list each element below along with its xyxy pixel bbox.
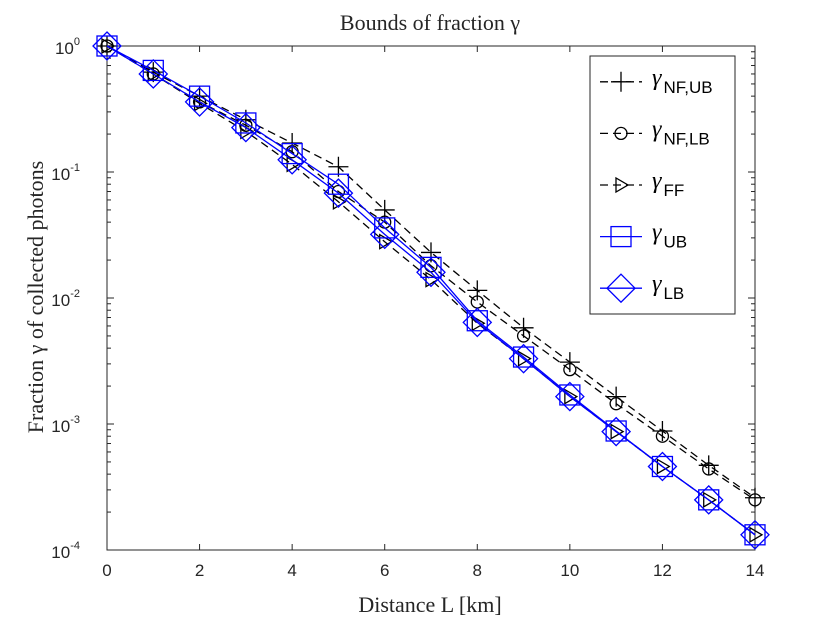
data-point: [605, 420, 627, 442]
legend-item: γ UB: [600, 220, 687, 252]
data-point: [744, 524, 766, 546]
data-point: [193, 95, 208, 112]
data-point: [656, 458, 671, 475]
x-tick-label: 6: [380, 561, 389, 580]
plot-area: 0 2 4 6 8 10 12 14 100 10-1 10-2 10-3 10-4: [51, 31, 770, 580]
data-point: [698, 455, 719, 476]
data-point: [564, 388, 579, 405]
data-point: [513, 317, 534, 338]
legend-label: γ UB: [652, 220, 687, 252]
x-tick-label: 10: [560, 561, 579, 580]
data-point: [184, 86, 215, 117]
data-point: [693, 484, 724, 515]
data-point: [512, 346, 535, 368]
x-tick-label: 0: [102, 561, 111, 580]
legend-marker: [606, 273, 636, 304]
data-point: [601, 416, 632, 447]
y-tick-label: 100: [55, 36, 80, 58]
y-axis-label: Fraction γ of collected photons: [23, 161, 48, 433]
x-axis-label: Distance L [km]: [358, 592, 501, 617]
legend: γ NF,UB γ NF,LB γ FF γ UB γ LB: [589, 55, 736, 315]
data-point: [559, 384, 581, 406]
series-line: [106, 45, 756, 501]
data-point: [749, 526, 764, 543]
data-point: [740, 519, 770, 550]
legend-label: γ LB: [652, 271, 684, 303]
data-point: [277, 144, 308, 175]
legend-item: γ LB: [600, 271, 684, 303]
data-point: [609, 397, 623, 411]
y-tick-label: 10-3: [51, 414, 80, 436]
x-tick-label: 4: [287, 561, 296, 580]
y-tick-label: 10-1: [51, 162, 80, 184]
series-line: [106, 45, 756, 499]
data-point: [559, 352, 580, 373]
series-lb: [92, 31, 770, 550]
data-point: [416, 257, 446, 288]
y-tick-label: 10-2: [51, 288, 80, 310]
data-point: [703, 491, 718, 508]
legend-label: γ NF,LB: [652, 116, 710, 148]
legend-marker: [615, 176, 630, 194]
data-point: [101, 37, 116, 55]
data-point: [143, 62, 164, 83]
chart-title: Bounds of fraction γ: [340, 10, 520, 35]
data-point: [702, 462, 716, 476]
y-tick-label: 10-4: [51, 540, 80, 562]
data-point: [517, 350, 532, 367]
data-point: [652, 420, 673, 441]
data-point: [745, 487, 765, 508]
data-point: [323, 178, 354, 209]
data-point: [328, 156, 349, 177]
data-point: [554, 381, 585, 412]
data-point: [374, 217, 396, 239]
data-point: [655, 429, 670, 443]
data-point: [92, 31, 122, 61]
legend-item: γ NF,UB: [600, 65, 713, 97]
x-tick-label: 2: [195, 561, 204, 580]
x-tick-label: 12: [653, 561, 672, 580]
x-tick-label: 8: [473, 561, 482, 580]
legend-label: γ NF,UB: [652, 65, 713, 97]
data-point: [462, 307, 493, 338]
legend-item: γ FF: [600, 168, 684, 200]
x-tick-label: 14: [746, 561, 765, 580]
data-point: [466, 310, 488, 332]
data-point: [698, 489, 720, 511]
legend-label: γ FF: [652, 168, 684, 200]
series-line: [106, 45, 756, 536]
legend-item: γ NF,LB: [600, 116, 710, 148]
data-point: [138, 59, 169, 89]
legend-marker: [614, 126, 628, 141]
data-point: [369, 219, 400, 250]
data-point: [467, 280, 488, 301]
data-point: [230, 112, 261, 143]
data-point: [471, 315, 486, 332]
data-point: [96, 35, 118, 57]
data-point: [425, 271, 440, 288]
legend-marker: [611, 71, 631, 92]
data-point: [563, 362, 577, 377]
data-point: [748, 493, 762, 507]
legend-marker: [610, 225, 632, 248]
data-point: [651, 455, 674, 478]
data-point: [327, 173, 350, 195]
data-point: [610, 423, 625, 440]
data-point: [508, 343, 539, 374]
data-point: [516, 329, 531, 343]
data-point: [647, 451, 678, 482]
